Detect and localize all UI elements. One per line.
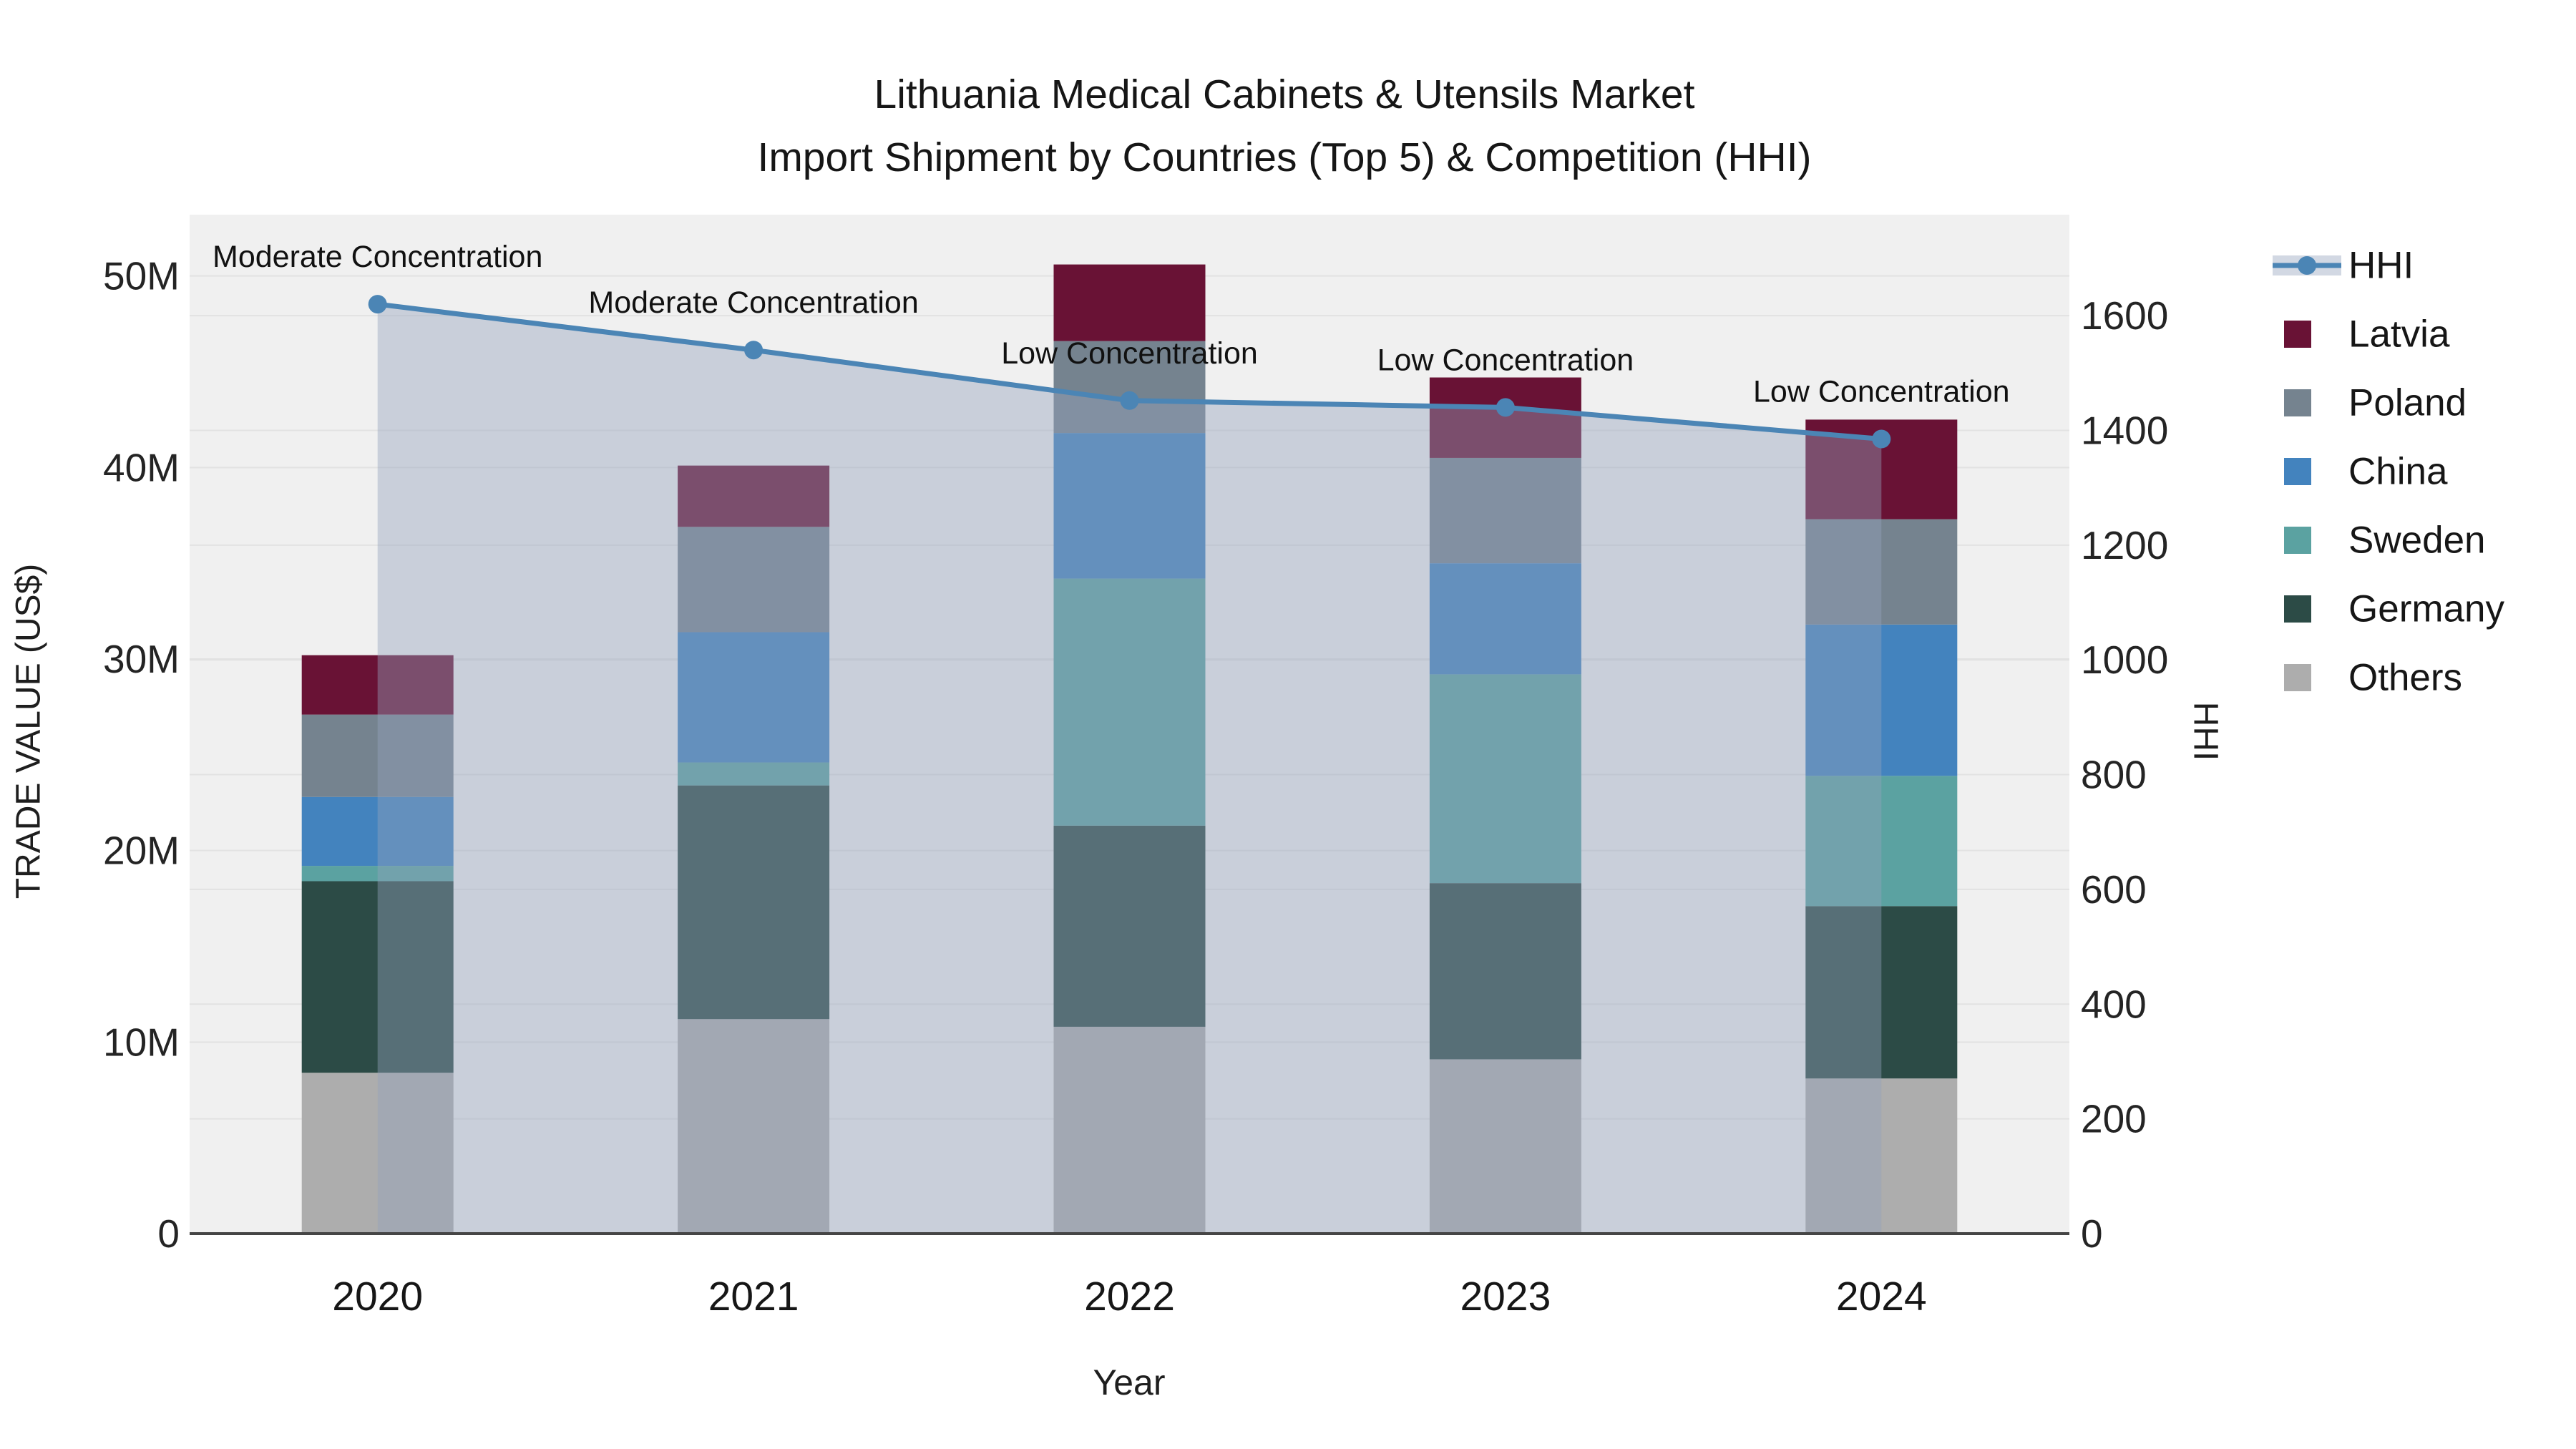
y-axis-title-right: HHI bbox=[2186, 701, 2225, 761]
y-left-tick-40M: 40M bbox=[103, 445, 180, 489]
bar-segment-2024-china[interactable] bbox=[1805, 624, 1958, 776]
legend-label-hhi: HHI bbox=[2348, 245, 2414, 287]
bar-segment-2021-germany[interactable] bbox=[678, 785, 830, 1020]
bar-segment-2021-latvia[interactable] bbox=[678, 465, 830, 527]
legend-item-hhi[interactable]: HHI bbox=[2273, 245, 2414, 287]
bar-segment-2023-sweden[interactable] bbox=[1429, 674, 1581, 884]
bar-segment-2024-germany[interactable] bbox=[1805, 906, 1958, 1079]
bar-segment-2023-others[interactable] bbox=[1429, 1059, 1581, 1234]
bar-segment-2022-sweden[interactable] bbox=[1053, 578, 1206, 826]
y-left-tick-10M: 10M bbox=[103, 1020, 180, 1064]
y-right-tick-1000: 1000 bbox=[2081, 638, 2168, 682]
bar-segment-2022-germany[interactable] bbox=[1053, 825, 1206, 1027]
y-right-tick-200: 200 bbox=[2081, 1097, 2147, 1141]
x-tick-2021: 2021 bbox=[708, 1274, 799, 1319]
bar-segment-2021-china[interactable] bbox=[678, 632, 830, 763]
y-right-tick-1200: 1200 bbox=[2081, 523, 2168, 567]
chart-title: Lithuania Medical Cabinets & Utensils Ma… bbox=[757, 63, 1811, 189]
bar-segment-2022-latvia[interactable] bbox=[1053, 264, 1206, 341]
y-right-tick-1400: 1400 bbox=[2081, 408, 2168, 452]
hhi-marker-2022[interactable] bbox=[1120, 391, 1139, 410]
y-axis-title-left: TRADE VALUE (US$) bbox=[9, 563, 48, 899]
hhi-marker-2024[interactable] bbox=[1872, 429, 1891, 449]
bar-segment-2021-sweden[interactable] bbox=[678, 762, 830, 786]
y-right-tick-400: 400 bbox=[2081, 982, 2147, 1026]
bar-segment-2020-china[interactable] bbox=[301, 796, 454, 867]
legend-hhi-marker-swatch bbox=[2298, 256, 2316, 275]
bar-segment-2024-poland[interactable] bbox=[1805, 519, 1958, 625]
bar-segment-2020-sweden[interactable] bbox=[301, 866, 454, 882]
x-tick-2020: 2020 bbox=[332, 1274, 423, 1319]
bar-segment-2022-others[interactable] bbox=[1053, 1026, 1206, 1234]
x-tick-2023: 2023 bbox=[1460, 1274, 1551, 1319]
x-tick-2024: 2024 bbox=[1836, 1274, 1927, 1319]
hhi-marker-2023[interactable] bbox=[1496, 398, 1515, 417]
annotation-2020: Moderate Concentration bbox=[213, 240, 542, 274]
y-right-tick-1600: 1600 bbox=[2081, 293, 2168, 338]
legend-label-others: Others bbox=[2348, 657, 2462, 699]
bar-segment-2020-germany[interactable] bbox=[301, 881, 454, 1073]
bar-segment-2023-china[interactable] bbox=[1429, 563, 1581, 675]
y-left-tick-50M: 50M bbox=[103, 254, 180, 298]
bar-segment-2024-others[interactable] bbox=[1805, 1078, 1958, 1234]
bar-segment-2021-others[interactable] bbox=[678, 1019, 830, 1234]
bar-segment-2022-china[interactable] bbox=[1053, 433, 1206, 579]
legend-swatch-poland bbox=[2284, 389, 2311, 416]
legend-item-latvia[interactable]: Latvia bbox=[2284, 313, 2450, 356]
bar-segment-2023-poland[interactable] bbox=[1429, 457, 1581, 564]
chart-title-line2: Import Shipment by Countries (Top 5) & C… bbox=[757, 135, 1812, 180]
legend-label-latvia: Latvia bbox=[2348, 313, 2450, 356]
x-tick-2022: 2022 bbox=[1084, 1274, 1175, 1319]
legend-swatch-latvia bbox=[2284, 321, 2311, 348]
legend-item-germany[interactable]: Germany bbox=[2284, 588, 2504, 630]
y-left-tick-30M: 30M bbox=[103, 637, 180, 681]
legend-swatch-germany bbox=[2284, 595, 2311, 623]
legend-label-germany: Germany bbox=[2348, 588, 2504, 630]
annotation-2022: Low Concentration bbox=[1001, 336, 1258, 371]
chart-title-line1: Lithuania Medical Cabinets & Utensils Ma… bbox=[874, 72, 1695, 117]
y-right-tick-600: 600 bbox=[2081, 867, 2147, 912]
bar-segment-2023-latvia[interactable] bbox=[1429, 377, 1581, 458]
bar-segment-2020-poland[interactable] bbox=[301, 714, 454, 797]
bar-segment-2020-others[interactable] bbox=[301, 1073, 454, 1234]
annotation-2024: Low Concentration bbox=[1753, 375, 2010, 409]
bar-segment-2022-poland[interactable] bbox=[1053, 341, 1206, 434]
y-left-tick-0: 0 bbox=[157, 1211, 180, 1256]
legend-label-china: China bbox=[2348, 451, 2448, 493]
hhi-area-fill bbox=[377, 304, 1882, 1234]
legend-item-china[interactable]: China bbox=[2284, 451, 2448, 493]
legend-item-sweden[interactable]: Sweden bbox=[2284, 519, 2486, 562]
annotation-2023: Low Concentration bbox=[1377, 343, 1634, 377]
legend-swatch-china bbox=[2284, 458, 2311, 485]
legend-label-sweden: Sweden bbox=[2348, 519, 2486, 562]
bar-segment-2024-sweden[interactable] bbox=[1805, 776, 1958, 907]
legend-swatch-sweden bbox=[2284, 527, 2311, 554]
bar-segment-2020-latvia[interactable] bbox=[301, 655, 454, 715]
x-axis-title: Year bbox=[1093, 1362, 1166, 1402]
y-right-tick-800: 800 bbox=[2081, 753, 2147, 797]
legend-swatch-others bbox=[2284, 664, 2311, 691]
hhi-marker-2020[interactable] bbox=[368, 295, 387, 314]
y-right-tick-0: 0 bbox=[2081, 1211, 2103, 1256]
bar-segment-2021-poland[interactable] bbox=[678, 527, 830, 633]
legend-item-others[interactable]: Others bbox=[2284, 657, 2462, 699]
hhi-marker-2021[interactable] bbox=[744, 341, 763, 360]
legend-label-poland: Poland bbox=[2348, 382, 2467, 424]
bar-segment-2023-germany[interactable] bbox=[1429, 883, 1581, 1060]
legend-item-poland[interactable]: Poland bbox=[2284, 382, 2467, 424]
annotation-2021: Moderate Concentration bbox=[588, 286, 918, 320]
y-left-tick-20M: 20M bbox=[103, 829, 180, 873]
